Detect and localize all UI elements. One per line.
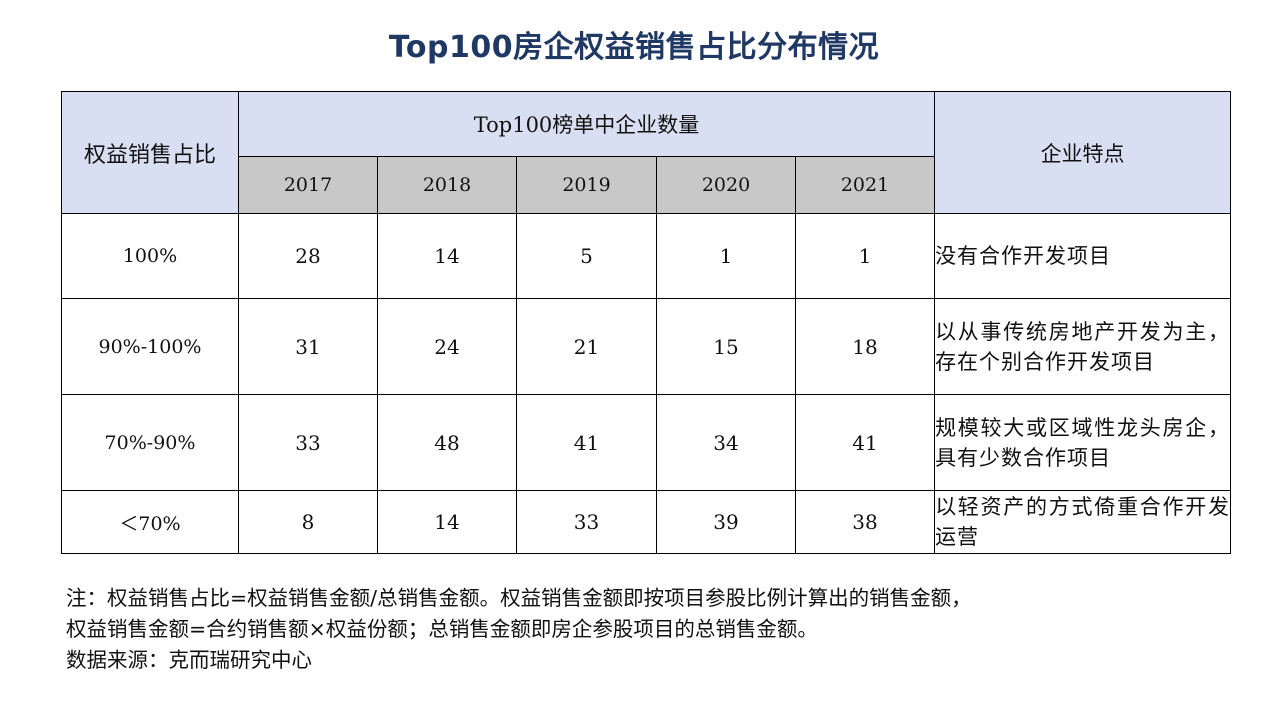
ratio-column-header: 权益销售占比 [61, 91, 239, 214]
feature-cell: 以从事传统房地产开发为主，存在个别合作开发项目 [934, 298, 1232, 395]
count-cell: 48 [377, 394, 517, 491]
count-cell: 1 [794, 213, 936, 299]
count-cell: 38 [794, 490, 936, 554]
feature-cell: 以轻资产的方式倚重合作开发运营 [934, 490, 1232, 554]
ratio-cell: 100% [61, 213, 239, 299]
count-cell: 33 [516, 490, 657, 554]
note-formula: 权益销售金额=合约销售额×权益份额；总销售金额即房企参股项目的总销售金额。 [66, 617, 818, 641]
data-table: 权益销售占比 Top100榜单中企业数量 企业特点 2017 2018 2019… [61, 91, 1232, 554]
table-row: 100% 28 14 5 1 1 没有合作开发项目 [61, 213, 1232, 299]
feature-cell: 规模较大或区域性龙头房企，具有少数合作项目 [934, 394, 1232, 491]
count-cell: 33 [238, 394, 378, 491]
data-source: 数据来源：克而瑞研究中心 [66, 648, 312, 672]
count-cell: 24 [377, 298, 517, 395]
company-count-group-header: Top100榜单中企业数量 [237, 91, 936, 157]
page-title: Top100房企权益销售占比分布情况 [388, 30, 880, 65]
count-cell: 34 [656, 394, 796, 491]
count-cell: 41 [516, 394, 657, 491]
count-cell: 41 [794, 394, 936, 491]
table-row: ＜70% 8 14 33 39 38 以轻资产的方式倚重合作开发运营 [61, 490, 1232, 554]
count-cell: 1 [656, 213, 796, 299]
year-header: 2021 [794, 156, 936, 214]
year-header: 2018 [377, 156, 517, 214]
table-row: 70%-90% 33 48 41 34 41 规模较大或区域性龙头房企，具有少数… [61, 394, 1232, 491]
count-cell: 28 [238, 213, 378, 299]
ratio-cell: 70%-90% [61, 394, 239, 491]
count-cell: 8 [238, 490, 378, 554]
count-cell: 21 [516, 298, 657, 395]
feature-column-header: 企业特点 [934, 91, 1232, 214]
count-cell: 5 [516, 213, 657, 299]
table-row: 90%-100% 31 24 21 15 18 以从事传统房地产开发为主，存在个… [61, 298, 1232, 395]
ratio-cell: ＜70% [61, 490, 239, 554]
count-cell: 15 [656, 298, 796, 395]
count-cell: 14 [377, 213, 517, 299]
note-definition: 注：权益销售占比=权益销售金额/总销售金额。权益销售金额即按项目参股比例计算出的… [66, 586, 972, 610]
footnotes: 注：权益销售占比=权益销售金额/总销售金额。权益销售金额即按项目参股比例计算出的… [66, 583, 1246, 676]
year-header: 2017 [238, 156, 378, 214]
count-cell: 31 [238, 298, 378, 395]
count-cell: 18 [794, 298, 936, 395]
ratio-cell: 90%-100% [61, 298, 239, 395]
feature-cell: 没有合作开发项目 [934, 213, 1232, 299]
year-header: 2020 [656, 156, 796, 214]
year-header: 2019 [516, 156, 657, 214]
count-cell: 14 [377, 490, 517, 554]
count-cell: 39 [656, 490, 796, 554]
